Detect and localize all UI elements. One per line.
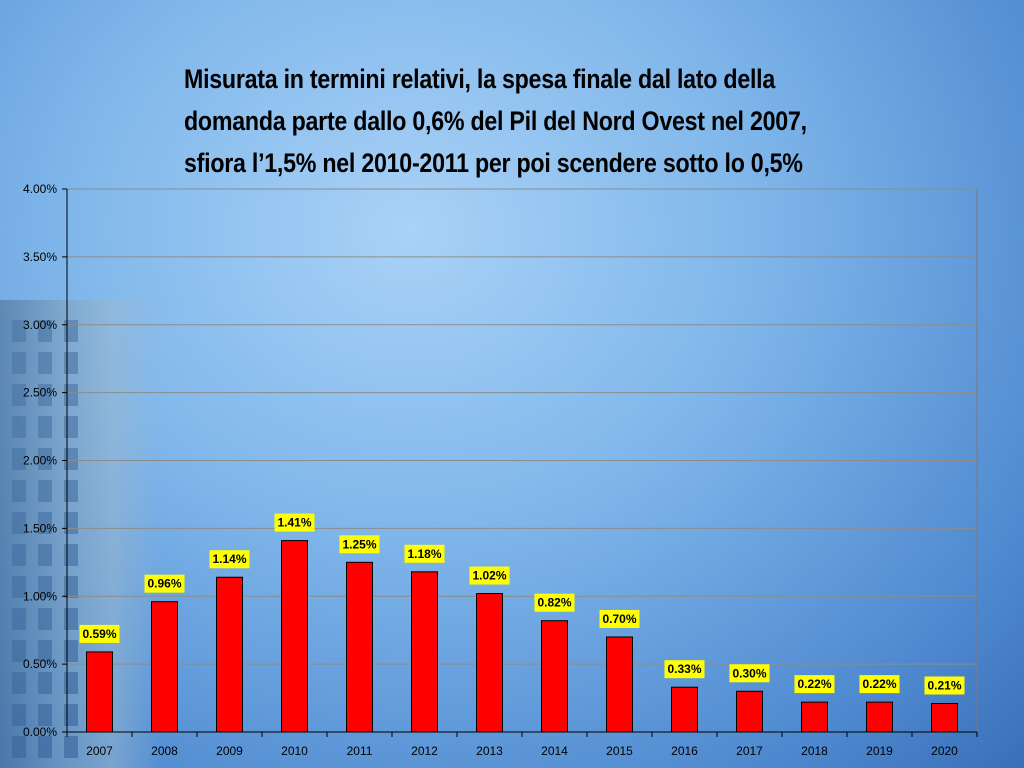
data-label: 1.25% (342, 537, 376, 551)
building-window (38, 672, 52, 694)
title-line-2: domanda parte dallo 0,6% del Pil del Nor… (184, 106, 807, 136)
y-tick-label: 2.50% (23, 386, 57, 400)
building-window (38, 480, 52, 502)
building-window (38, 704, 52, 726)
building-window (38, 352, 52, 374)
x-tick-label: 2017 (736, 744, 763, 758)
x-tick-label: 2012 (411, 744, 438, 758)
data-label-box (469, 566, 510, 585)
bar (671, 686, 698, 733)
data-label-box (339, 535, 380, 554)
data-label-box (209, 550, 250, 569)
building-window (12, 352, 26, 374)
data-label: 1.41% (277, 516, 311, 530)
y-tick-label: 3.00% (23, 318, 57, 332)
x-tick-label: 2009 (216, 744, 243, 758)
building-window (38, 640, 52, 662)
building-window (12, 704, 26, 726)
y-tick-label: 4.00% (23, 182, 57, 196)
building-window (12, 512, 26, 534)
building-window (12, 480, 26, 502)
data-label-box (859, 675, 900, 694)
data-label: 0.59% (82, 627, 116, 641)
x-tick-label: 2020 (931, 744, 958, 758)
y-tick-label: 0.00% (23, 725, 57, 739)
y-tick-label: 3.50% (23, 250, 57, 264)
data-label-box (404, 544, 445, 563)
building-window (12, 416, 26, 438)
bar (411, 571, 438, 733)
building-window (38, 736, 52, 758)
data-label: 0.21% (927, 678, 961, 692)
x-tick-label: 2008 (151, 744, 178, 758)
building-window (38, 608, 52, 630)
data-label: 0.22% (797, 677, 831, 691)
bar (541, 620, 568, 733)
x-tick-label: 2018 (801, 744, 828, 758)
building-window (12, 608, 26, 630)
building-window (38, 512, 52, 534)
data-label: 0.70% (602, 612, 636, 626)
y-tick-label: 2.00% (23, 454, 57, 468)
data-label: 0.33% (667, 662, 701, 676)
x-tick-label: 2019 (866, 744, 893, 758)
title-line-3: sfiora l’1,5% nel 2010-2011 per poi scen… (184, 148, 803, 178)
building-window (38, 416, 52, 438)
data-label: 1.18% (407, 547, 441, 561)
building-window (12, 576, 26, 598)
data-label-box (664, 660, 705, 679)
data-label-box (794, 675, 835, 694)
data-label: 0.82% (537, 596, 571, 610)
title-line-1: Misurata in termini relativi, la spesa f… (184, 64, 776, 94)
building-window (38, 320, 52, 342)
data-label: 0.96% (147, 577, 181, 591)
bar (931, 702, 958, 733)
building-window (12, 640, 26, 662)
bar (476, 593, 503, 733)
y-tick-label: 1.00% (23, 589, 57, 603)
x-tick-label: 2010 (281, 744, 308, 758)
data-label: 0.22% (862, 677, 896, 691)
bar (346, 561, 373, 733)
building-window (12, 384, 26, 406)
building-window (12, 544, 26, 566)
x-tick-label: 2015 (606, 744, 633, 758)
x-tick-label: 2013 (476, 744, 503, 758)
bar (281, 540, 308, 733)
building-window (38, 384, 52, 406)
bar (866, 701, 893, 733)
data-label-box (534, 593, 575, 612)
building-window (12, 448, 26, 470)
data-label: 1.14% (212, 552, 246, 566)
y-tick-label: 1.50% (23, 521, 57, 535)
x-tick-label: 2014 (541, 744, 568, 758)
y-tick-label: 0.50% (23, 657, 57, 671)
x-tick-label: 2016 (671, 744, 698, 758)
data-label-box (144, 574, 185, 593)
building-window (38, 576, 52, 598)
building-window (64, 736, 78, 758)
bar (151, 601, 178, 733)
bar (736, 690, 763, 733)
data-label-box (274, 513, 315, 532)
building-window (12, 672, 26, 694)
chart-title: Misurata in termini relativi, la spesa f… (184, 58, 872, 184)
data-label-box (599, 609, 640, 628)
bar (801, 701, 828, 733)
building-window (38, 448, 52, 470)
bar (606, 636, 633, 733)
x-tick-label: 2011 (347, 744, 373, 758)
data-label-box (729, 664, 770, 683)
bar (216, 576, 243, 733)
building-window (38, 544, 52, 566)
building-window (12, 736, 26, 758)
x-tick-label: 2007 (86, 744, 113, 758)
building-window (12, 320, 26, 342)
data-label: 1.02% (472, 569, 506, 583)
data-label-box (924, 676, 965, 695)
data-label: 0.30% (732, 666, 766, 680)
data-label-box (79, 624, 120, 643)
bar (86, 651, 113, 733)
